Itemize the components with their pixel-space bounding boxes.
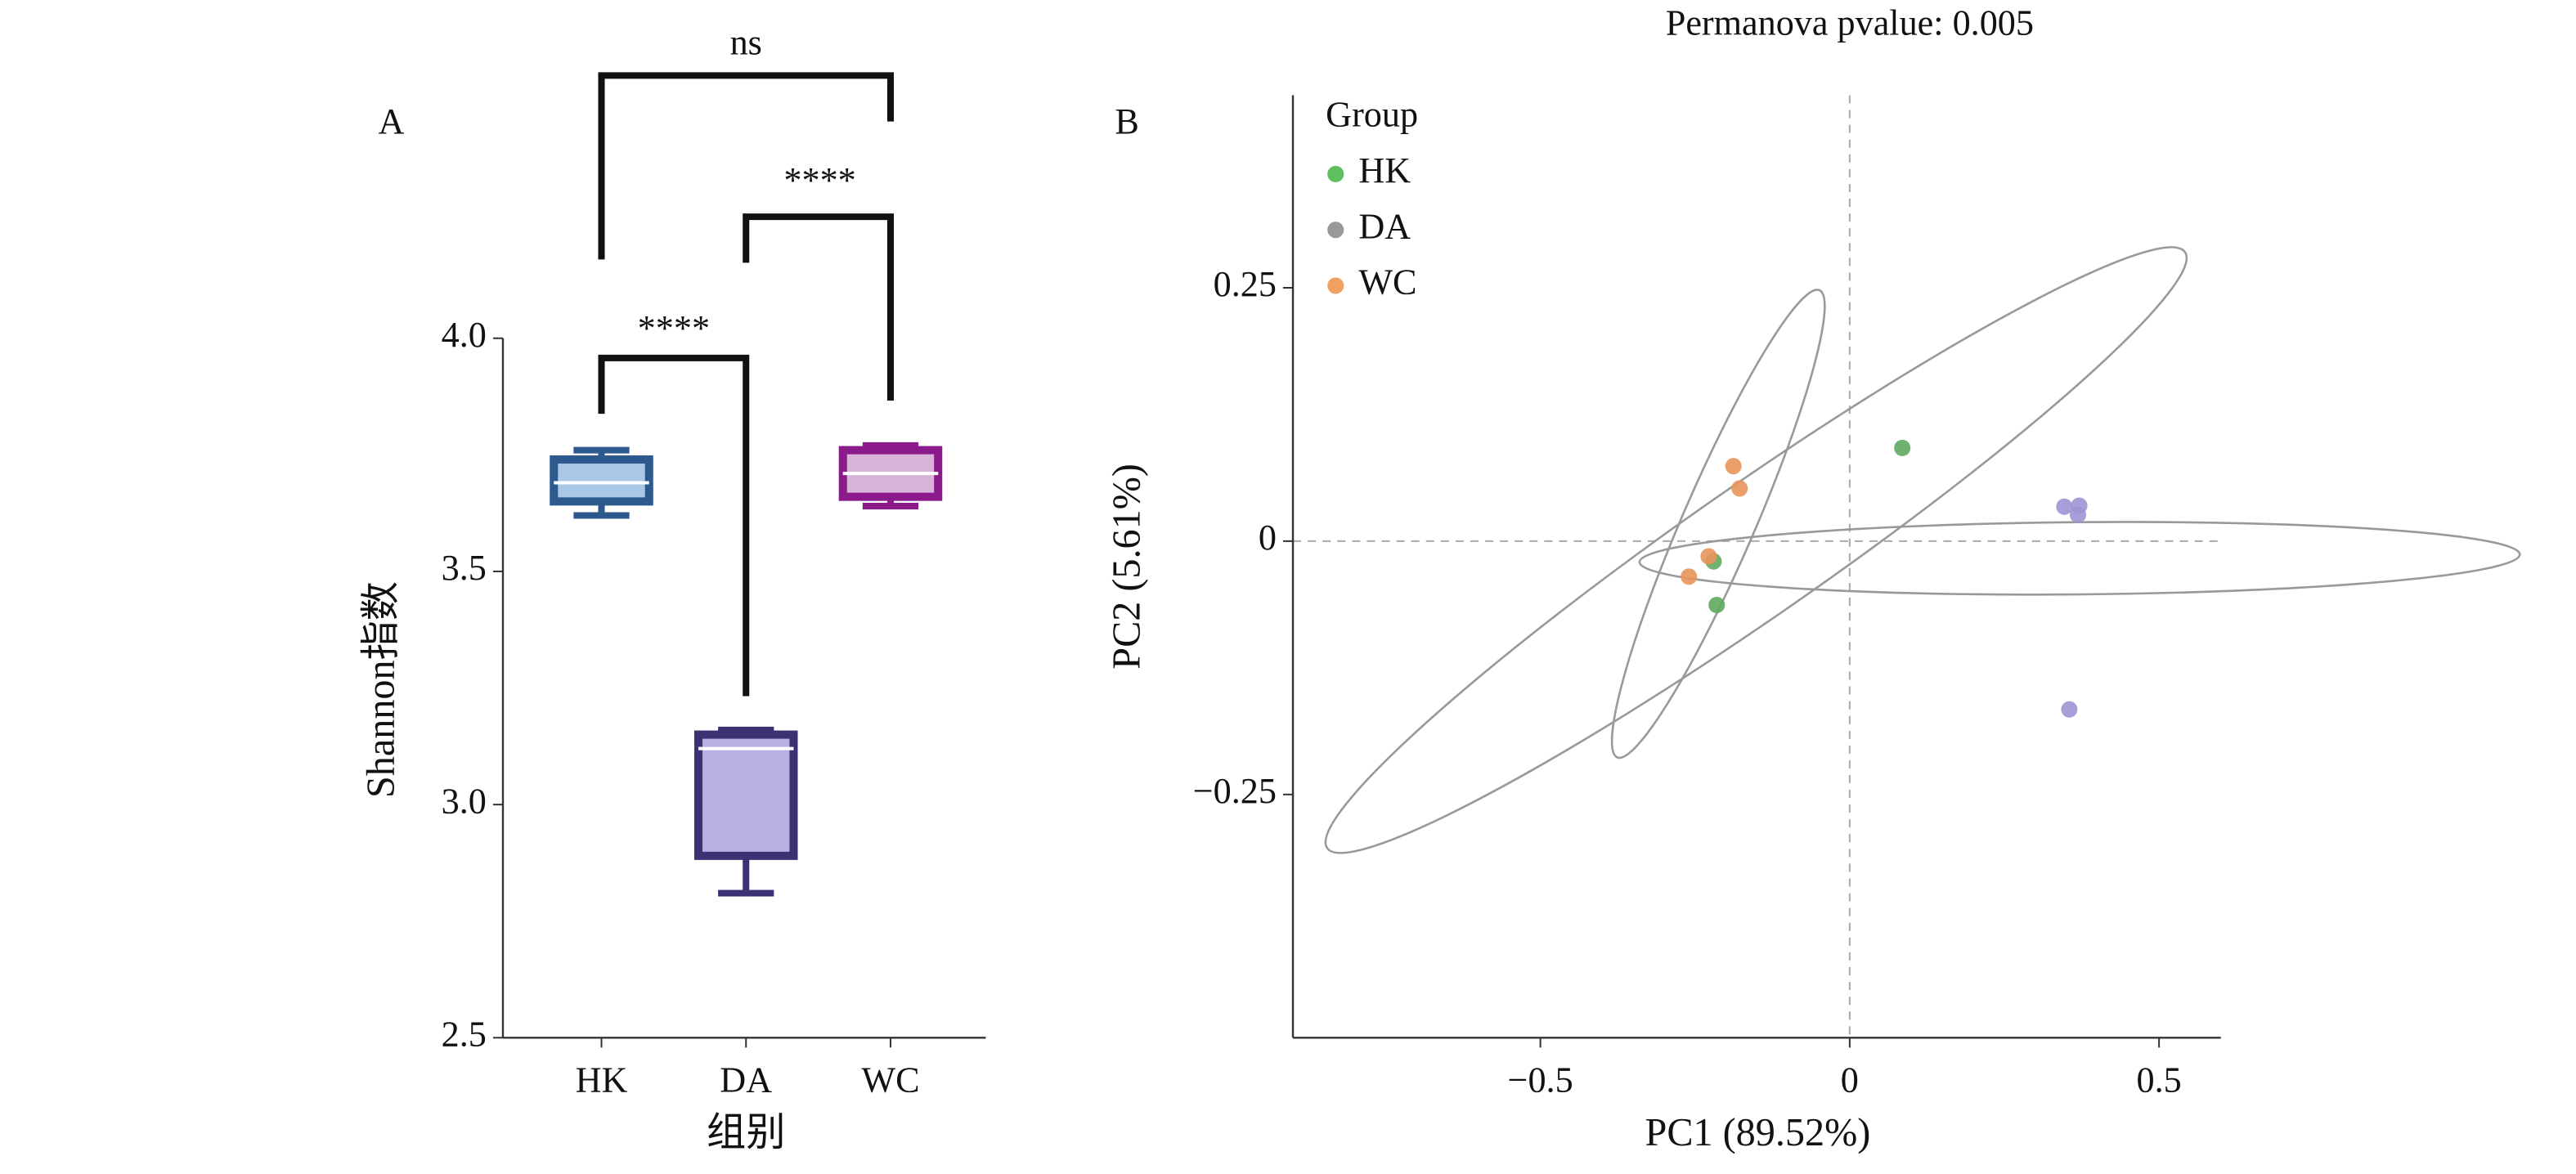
confidence-ellipse bbox=[1638, 521, 2521, 596]
panel-label: B bbox=[1115, 101, 1138, 141]
y-tick-label: 3.0 bbox=[442, 781, 487, 821]
legend-marker bbox=[1327, 277, 1344, 294]
legend-marker bbox=[1327, 222, 1344, 239]
x-tick-label: −0.5 bbox=[1508, 1060, 1573, 1100]
legend-label: DA bbox=[1358, 206, 1411, 246]
significance-bracket bbox=[598, 354, 750, 697]
point bbox=[1731, 480, 1748, 497]
legend-label: HK bbox=[1358, 150, 1411, 190]
y-tick-label: 0.25 bbox=[1214, 264, 1277, 304]
significance-label: ns bbox=[730, 22, 762, 62]
y-tick-label: 2.5 bbox=[442, 1014, 487, 1054]
significance-label: **** bbox=[638, 308, 710, 348]
point bbox=[2069, 506, 2087, 523]
confidence-ellipse bbox=[1610, 289, 1826, 760]
point bbox=[2056, 498, 2073, 515]
chart-title: Permanova pvalue: 0.005 bbox=[1666, 2, 2034, 43]
x-tick-label: WC bbox=[861, 1060, 919, 1100]
y-axis-label: PC2 (5.61%) bbox=[1105, 464, 1148, 670]
confidence-ellipse bbox=[1324, 246, 2188, 854]
point bbox=[1894, 439, 1911, 456]
box bbox=[693, 730, 798, 860]
panel-label: A bbox=[378, 101, 404, 141]
box bbox=[550, 455, 653, 506]
x-tick-label: HK bbox=[576, 1060, 628, 1100]
point bbox=[2061, 701, 2078, 718]
x-tick-label: 0 bbox=[1841, 1060, 1859, 1100]
legend-marker bbox=[1327, 165, 1344, 182]
x-tick-label: DA bbox=[720, 1060, 772, 1100]
y-axis-label: Shannon指数 bbox=[359, 581, 402, 798]
point bbox=[1681, 568, 1698, 585]
y-tick-label: 3.5 bbox=[442, 548, 487, 588]
y-tick-label: 0 bbox=[1259, 518, 1277, 558]
y-tick-label: 4.0 bbox=[442, 315, 487, 355]
point bbox=[1708, 596, 1726, 614]
significance-bracket bbox=[598, 72, 894, 260]
y-tick-label: −0.25 bbox=[1193, 771, 1277, 811]
significance-bracket bbox=[743, 213, 894, 401]
x-axis-label: 组别 bbox=[707, 1111, 785, 1154]
legend-title: Group bbox=[1326, 95, 1418, 135]
point bbox=[1700, 548, 1717, 565]
x-axis-label: PC1 (89.52%) bbox=[1645, 1111, 1871, 1154]
significance-label: **** bbox=[783, 160, 855, 200]
legend-label: WC bbox=[1358, 262, 1416, 302]
point bbox=[1725, 458, 1742, 475]
x-tick-label: 0.5 bbox=[2137, 1060, 2182, 1100]
